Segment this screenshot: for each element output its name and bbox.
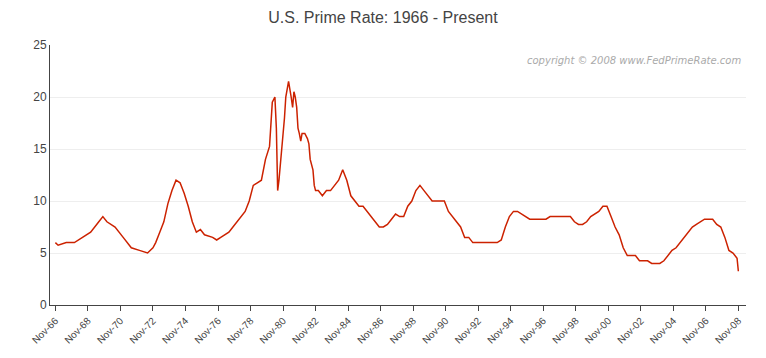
svg-text:Nov-66: Nov-66 [30, 315, 61, 346]
svg-text:Nov-78: Nov-78 [225, 315, 256, 346]
svg-text:Nov-82: Nov-82 [290, 315, 321, 346]
svg-text:Nov-92: Nov-92 [453, 315, 484, 346]
svg-text:Nov-76: Nov-76 [192, 315, 223, 346]
svg-text:Nov-88: Nov-88 [388, 315, 419, 346]
svg-text:Nov-04: Nov-04 [648, 315, 679, 346]
svg-text:Nov-84: Nov-84 [322, 315, 353, 346]
svg-text:25: 25 [33, 38, 47, 52]
svg-text:Nov-80: Nov-80 [257, 315, 288, 346]
svg-text:Nov-70: Nov-70 [95, 315, 126, 346]
svg-text:U.S. Prime Rate: 1966 - Presen: U.S. Prime Rate: 1966 - Present [268, 9, 498, 26]
svg-text:Nov-08: Nov-08 [713, 315, 744, 346]
svg-text:Nov-98: Nov-98 [550, 315, 581, 346]
svg-text:Nov-90: Nov-90 [420, 315, 451, 346]
svg-text:15: 15 [33, 142, 47, 156]
svg-text:Nov-94: Nov-94 [485, 315, 516, 346]
svg-text:Nov-96: Nov-96 [518, 315, 549, 346]
svg-text:20: 20 [33, 90, 47, 104]
svg-text:0: 0 [40, 298, 47, 312]
svg-text:5: 5 [40, 246, 47, 260]
svg-text:Nov-00: Nov-00 [583, 315, 614, 346]
svg-text:Nov-74: Nov-74 [160, 315, 191, 346]
svg-text:Nov-02: Nov-02 [615, 315, 646, 346]
svg-text:Nov-72: Nov-72 [127, 315, 158, 346]
svg-text:Nov-68: Nov-68 [62, 315, 93, 346]
svg-text:Nov-06: Nov-06 [680, 315, 711, 346]
svg-text:10: 10 [33, 194, 47, 208]
svg-text:copyright © 2008 www.FedPrimeR: copyright © 2008 www.FedPrimeRate.com [527, 55, 741, 66]
svg-text:Nov-86: Nov-86 [355, 315, 386, 346]
